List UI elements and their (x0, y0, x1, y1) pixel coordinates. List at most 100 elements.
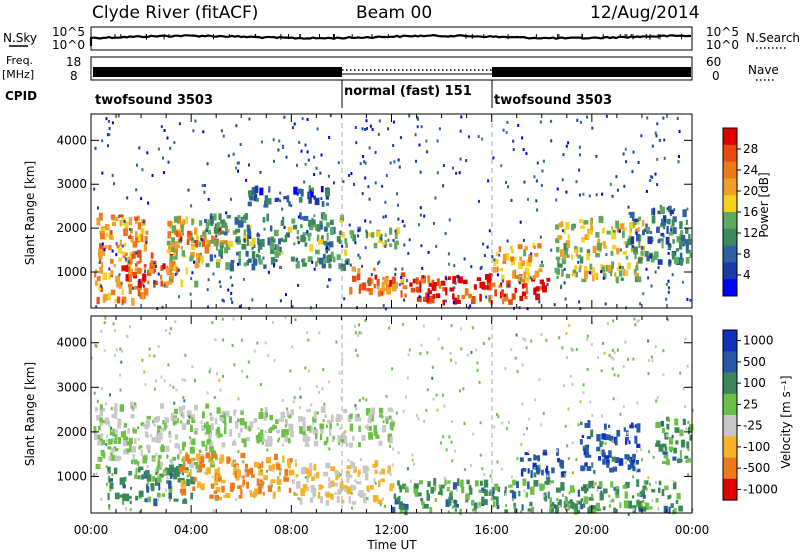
colorbar-tick-label: 1000 (743, 334, 774, 348)
power-cell (435, 293, 441, 299)
power-cell (154, 265, 157, 268)
power-cell (157, 147, 160, 151)
velocity-cell (475, 480, 479, 487)
power-cell (510, 198, 513, 202)
power-cell (100, 249, 106, 256)
power-cell (615, 175, 618, 179)
power-cell (292, 224, 298, 230)
velocity-cell (478, 501, 481, 508)
colorbar-swatch (723, 351, 737, 374)
power-cell (578, 168, 581, 172)
power-cell (264, 195, 269, 202)
velocity-cell (129, 500, 132, 505)
power-cell (179, 236, 183, 242)
velocity-cell (398, 495, 401, 501)
velocity-cell (466, 353, 469, 357)
power-cell (171, 260, 176, 268)
velocity-cell (391, 367, 394, 371)
colorbar-tick-label: 8 (743, 247, 751, 261)
velocity-cell (338, 442, 341, 446)
velocity-cell (148, 347, 151, 351)
velocity-cell (354, 404, 357, 408)
velocity-cell (337, 435, 342, 443)
power-cell (605, 253, 608, 257)
power-cell (214, 239, 218, 247)
velocity-cell (365, 398, 368, 402)
velocity-cell (509, 490, 514, 494)
velocity-cell (382, 420, 385, 424)
power-cell (157, 272, 160, 276)
velocity-cell (307, 369, 310, 373)
power-cell (525, 152, 528, 156)
velocity-cell (674, 427, 680, 433)
velocity-cell (132, 446, 137, 453)
velocity-cell (318, 484, 323, 490)
power-cell (651, 215, 656, 224)
power-cell (328, 278, 331, 282)
power-cell (377, 290, 381, 297)
velocity-cell (242, 479, 246, 486)
velocity-cell (269, 441, 272, 447)
velocity-cell (173, 422, 176, 426)
velocity-cell (602, 458, 606, 465)
velocity-cell (309, 497, 314, 503)
power-cell (229, 275, 232, 279)
power-cell (533, 245, 536, 250)
velocity-cell (636, 468, 641, 473)
velocity-cell (258, 469, 264, 476)
power-cell (538, 300, 541, 304)
velocity-cell (260, 408, 263, 412)
power-cell (273, 263, 276, 267)
power-cell (249, 241, 253, 247)
velocity-cell (169, 472, 173, 479)
power-cell (121, 289, 124, 295)
velocity-cell (353, 485, 356, 489)
power-cell (442, 184, 445, 188)
velocity-cell (596, 446, 601, 452)
power-cell (115, 253, 118, 257)
power-cell (426, 150, 429, 154)
velocity-cell (360, 331, 363, 335)
colorbar-swatch (723, 262, 737, 280)
velocity-cell (586, 367, 589, 371)
power-cell (194, 261, 199, 269)
power-cell (326, 232, 329, 241)
velocity-cell (189, 446, 195, 453)
power-cell (357, 253, 360, 257)
power-cell (142, 220, 145, 224)
velocity-cell (245, 463, 248, 469)
power-cell (325, 246, 328, 250)
velocity-cell (213, 490, 218, 494)
power-cell (132, 286, 135, 290)
power-cell (529, 276, 532, 280)
x-tick-label: 04:00 (174, 523, 209, 537)
power-cell (96, 296, 100, 305)
power-cell (550, 119, 553, 123)
velocity-cell (110, 428, 113, 432)
velocity-cell (182, 396, 185, 399)
power-cell (655, 134, 658, 138)
power-cell (685, 242, 689, 251)
power-cell (135, 220, 138, 224)
velocity-cell (157, 459, 161, 467)
y-tick-label: 1000 (56, 265, 87, 279)
power-cell (118, 257, 122, 262)
velocity-cell (637, 319, 640, 323)
velocity-cell (527, 481, 530, 490)
velocity-cell (384, 504, 386, 508)
velocity-cell (112, 322, 115, 326)
power-cell (282, 216, 285, 220)
velocity-cell (657, 507, 660, 511)
power-cell (304, 143, 307, 147)
power-cell (442, 287, 447, 292)
velocity-cell (105, 465, 108, 469)
power-cell (139, 293, 143, 299)
velocity-cell (524, 338, 527, 342)
velocity-cell (153, 387, 156, 391)
power-cell (116, 282, 121, 288)
velocity-cell (284, 468, 289, 477)
power-cell (376, 278, 380, 286)
power-cell (583, 266, 588, 272)
power-cell (396, 227, 400, 235)
velocity-cell (168, 498, 171, 502)
